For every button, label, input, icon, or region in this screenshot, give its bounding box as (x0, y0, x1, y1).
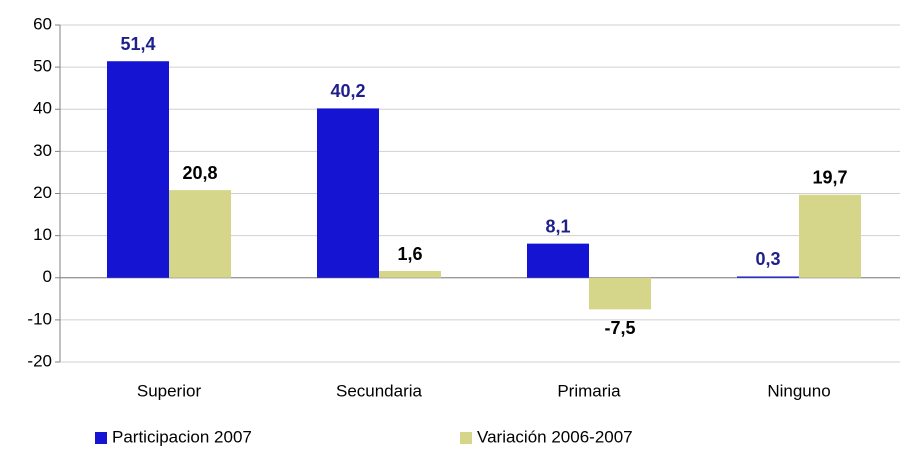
bar (107, 61, 169, 278)
bar (737, 276, 799, 278)
y-tick-label: -20 (27, 351, 52, 370)
y-tick-label: -10 (27, 309, 52, 328)
value-label: 40,2 (330, 81, 365, 101)
x-tick-label: Ninguno (767, 381, 830, 400)
value-label: 20,8 (182, 163, 217, 183)
y-tick-label: 60 (33, 14, 52, 33)
bar (317, 108, 379, 278)
x-tick-label: Secundaria (336, 381, 423, 400)
value-label: 19,7 (812, 168, 847, 188)
legend-label: Participacion 2007 (112, 427, 252, 446)
value-label: 1,6 (397, 244, 422, 264)
value-label: 51,4 (120, 34, 155, 54)
value-label: 0,3 (755, 249, 780, 269)
legend-swatch (460, 432, 472, 444)
y-tick-label: 10 (33, 225, 52, 244)
bar (589, 277, 651, 310)
y-tick-label: 50 (33, 57, 52, 76)
legend-swatch (95, 432, 107, 444)
bar (169, 190, 231, 278)
y-tick-label: 20 (33, 183, 52, 202)
x-tick-label: Primaria (557, 381, 621, 400)
value-label: -7,5 (604, 318, 635, 338)
value-label: 8,1 (545, 216, 570, 236)
y-tick-label: 40 (33, 99, 52, 118)
bar (799, 194, 861, 278)
bar (379, 271, 441, 278)
legend-label: Variación 2006-2007 (477, 427, 633, 446)
x-tick-label: Superior (137, 381, 202, 400)
bar (527, 243, 589, 278)
y-tick-label: 0 (43, 267, 52, 286)
y-tick-label: 30 (33, 141, 52, 160)
